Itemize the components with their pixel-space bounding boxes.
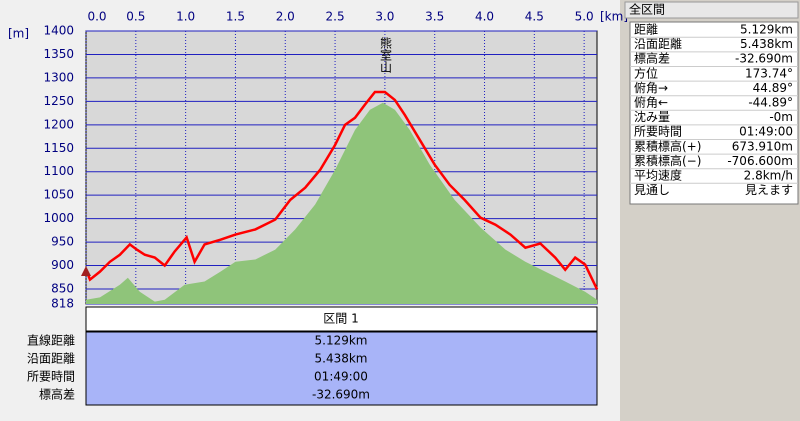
x-tick-label: 0.0 <box>87 10 106 24</box>
summary-row-value: 2.8km/h <box>744 169 793 183</box>
y-tick-label: 1400 <box>43 24 74 38</box>
y-tick-label: 950 <box>51 235 74 249</box>
summary-row-value: -32.690m <box>735 52 793 66</box>
x-axis-label: [km] <box>600 10 628 24</box>
summary-row-label: 累積標高(+) <box>634 138 701 153</box>
summary-row-value: -44.89° <box>748 96 793 110</box>
summary-row-label: 平均速度 <box>634 168 682 183</box>
segment-row-value: 5.438km <box>315 352 368 366</box>
summary-row-label: 距離 <box>634 23 658 37</box>
y-axis-label: [m] <box>8 27 29 41</box>
segment-values-panel <box>85 331 598 406</box>
segment-row-label: 所要時間 <box>27 370 75 384</box>
summary-row-value: 01:49:00 <box>739 125 793 139</box>
summary-row-label: 沈み量 <box>634 109 670 124</box>
summary-row-label: 方位 <box>634 65 658 80</box>
x-tick-label: 2.5 <box>326 10 345 24</box>
x-tick-label: 0.5 <box>126 10 145 24</box>
y-tick-label: 1300 <box>43 70 74 84</box>
y-tick-label: 1200 <box>43 117 74 131</box>
summary-row-label: 俯角→ <box>634 80 668 95</box>
summary-row-value: -706.600m <box>727 154 793 168</box>
y-tick-label: 850 <box>51 281 74 295</box>
summary-row-value: 5.438km <box>740 37 793 51</box>
peak-annotation: 熊室山 <box>379 36 393 73</box>
x-tick-label: 1.0 <box>176 10 195 24</box>
summary-row-value: 5.129km <box>740 23 793 37</box>
segment-row-label: 直線距離 <box>27 333 75 348</box>
terrain-area <box>86 102 598 305</box>
x-tick-label: 4.5 <box>525 10 544 24</box>
summary-row-value: 44.89° <box>753 81 793 95</box>
summary-row-label: 俯角← <box>634 95 668 110</box>
y-tick-label: 1050 <box>43 188 74 202</box>
x-tick-label: 1.5 <box>226 10 245 24</box>
y-tick-label: 1250 <box>43 94 74 108</box>
route-line <box>84 90 599 291</box>
summary-row-label: 所要時間 <box>634 125 682 139</box>
x-tick-label: 3.0 <box>375 10 394 24</box>
x-tick-label: 2.0 <box>276 10 295 24</box>
y-tick-label: 900 <box>51 258 74 272</box>
x-tick-label: 4.0 <box>475 10 494 24</box>
start-marker <box>81 266 91 276</box>
y-tick-label: 818 <box>51 297 74 311</box>
segment-header-cell <box>85 306 598 332</box>
segment-row-value: 01:49:00 <box>314 370 368 384</box>
summary-header-cell <box>624 1 799 19</box>
summary-row-label: 沿面距離 <box>634 37 682 51</box>
segment-row-value: 5.129km <box>315 334 368 348</box>
x-tick-label: 5.0 <box>575 10 594 24</box>
segment-header: 区間 1 <box>323 312 358 326</box>
summary-title: 全区間 <box>629 2 665 17</box>
summary-row-label: 標高差 <box>634 51 670 66</box>
summary-row-value: 173.74° <box>745 66 793 80</box>
y-tick-label: 1000 <box>43 211 74 225</box>
y-tick-label: 1100 <box>43 164 74 178</box>
summary-row-value: -0m <box>769 110 793 124</box>
segment-row-label: 標高差 <box>39 387 75 402</box>
segment-row-label: 沿面距離 <box>27 352 75 366</box>
summary-row-value: 673.910m <box>732 139 793 153</box>
summary-row-label: 累積標高(−) <box>634 153 701 168</box>
x-tick-label: 3.5 <box>425 10 444 24</box>
summary-row-value: 見えます <box>745 183 793 197</box>
y-tick-label: 1350 <box>43 47 74 61</box>
summary-row-label: 見通し <box>634 183 670 197</box>
segment-row-value: -32.690m <box>312 388 370 402</box>
y-tick-label: 1150 <box>43 141 74 155</box>
